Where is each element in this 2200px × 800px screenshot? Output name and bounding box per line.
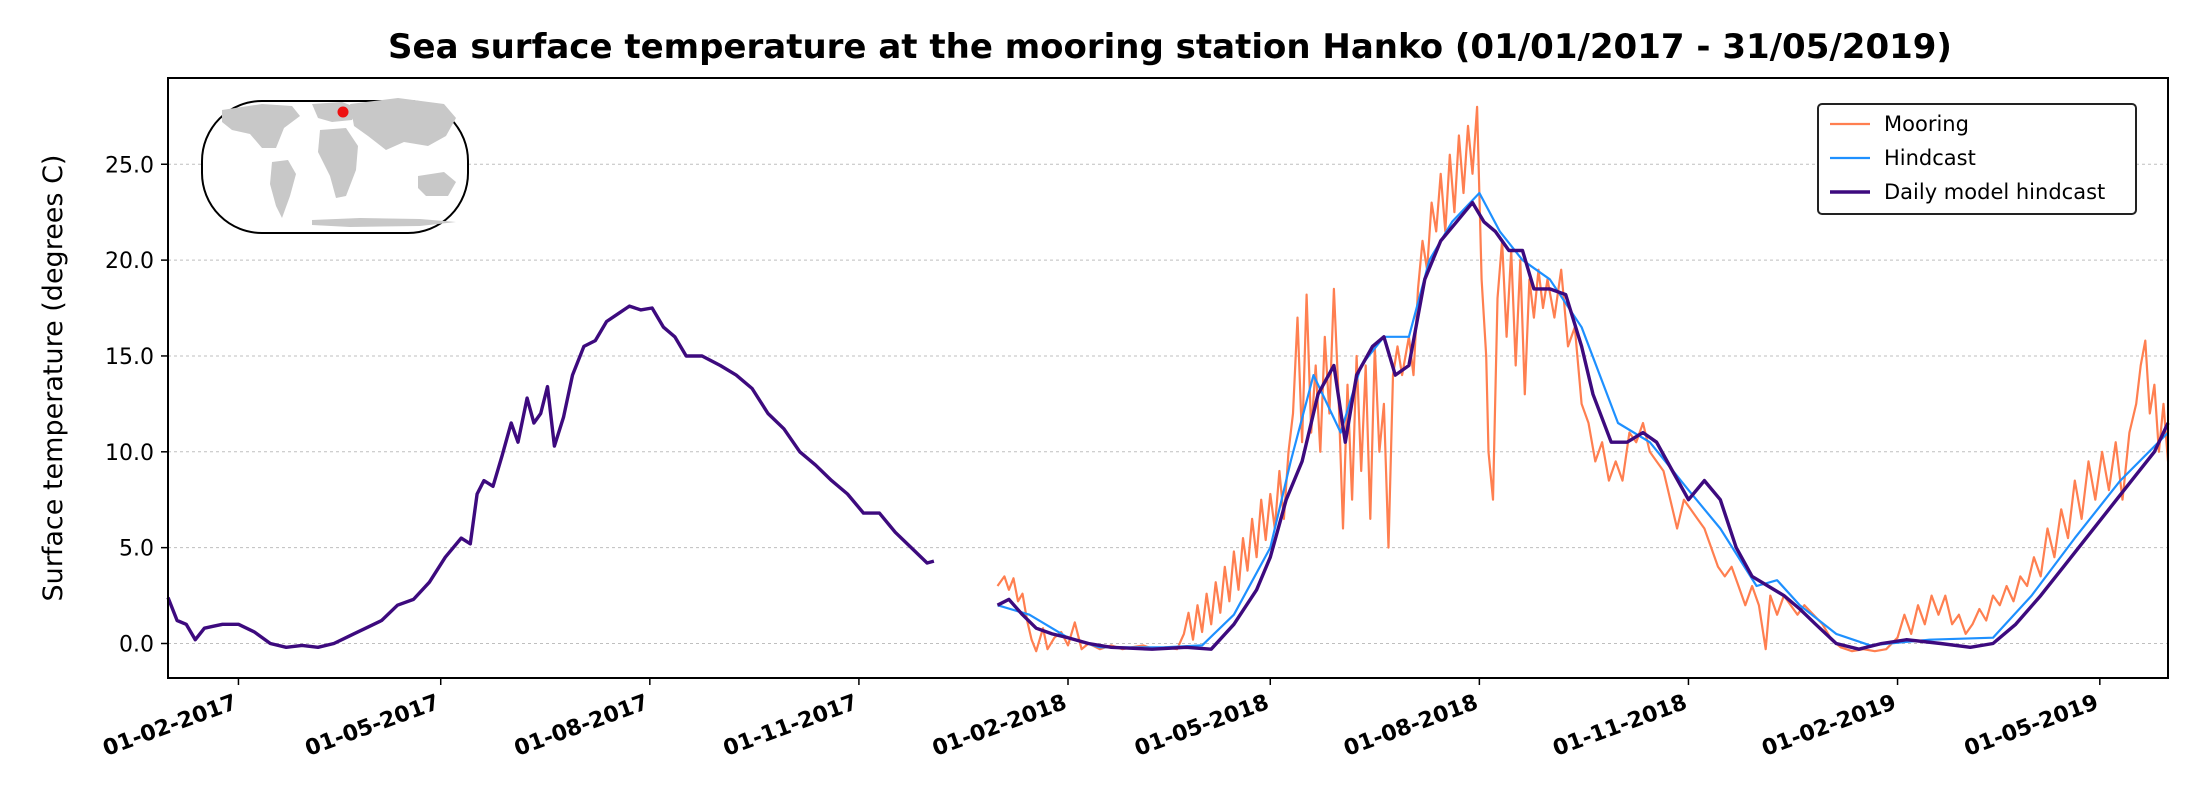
x-tick-label: 01-05-2018 (1132, 690, 1273, 762)
land-shape (318, 128, 358, 198)
y-axis-label: Surface temperature (degrees C) (38, 155, 69, 602)
plot-area-frame (167, 77, 2169, 679)
y-axis-ticks: 0.0 5.0 10.0 15.0 20.0 25.0 (105, 153, 168, 657)
y-tick-label: 10.0 (105, 441, 154, 466)
y-tick-label: 25.0 (105, 153, 154, 178)
land-shape (418, 172, 456, 196)
x-tick-label: 01-02-2018 (929, 690, 1070, 762)
land-shape (270, 160, 296, 218)
legend: Mooring Hindcast Daily model hindcast (1817, 103, 2137, 215)
land-shape (222, 104, 300, 148)
legend-entry-label: Hindcast (1884, 146, 1976, 170)
series-lines (166, 105, 2170, 653)
land-shape (312, 218, 456, 227)
land-shape (312, 102, 358, 122)
inset-world-map (201, 98, 469, 234)
y-tick-label: 5.0 (119, 537, 154, 562)
x-tick-label: 01-08-2017 (511, 690, 652, 762)
legend-entry-label: Mooring (1884, 112, 1969, 136)
station-marker-dot (337, 106, 349, 118)
y-tick-label: 20.0 (105, 249, 154, 274)
x-tick-label: 01-11-2017 (720, 690, 861, 762)
world-land-shapes (222, 98, 456, 227)
x-tick-label: 01-08-2018 (1341, 690, 1482, 762)
legend-box (1817, 103, 2137, 215)
series-line-hindcast (997, 191, 2169, 649)
series-line-daily-model-hindcast (166, 200, 2170, 651)
chart-title: Sea surface temperature at the mooring s… (388, 27, 1952, 67)
y-tick-label: 0.0 (119, 632, 154, 657)
x-tick-label: 01-11-2018 (1550, 690, 1691, 762)
x-tick-label: 01-05-2019 (1961, 690, 2102, 762)
legend-entry-label: Daily model hindcast (1884, 180, 2105, 204)
x-axis-ticks: 01-02-2017 01-05-2017 01-08-2017 01-11-2017… (100, 678, 2102, 762)
x-tick-label: 01-02-2019 (1759, 690, 1900, 762)
grid-lines (168, 163, 2168, 644)
x-tick-label: 01-02-2017 (100, 690, 241, 762)
y-tick-label: 15.0 (105, 345, 154, 370)
x-tick-label: 01-05-2017 (302, 690, 443, 762)
land-shape (350, 98, 456, 150)
